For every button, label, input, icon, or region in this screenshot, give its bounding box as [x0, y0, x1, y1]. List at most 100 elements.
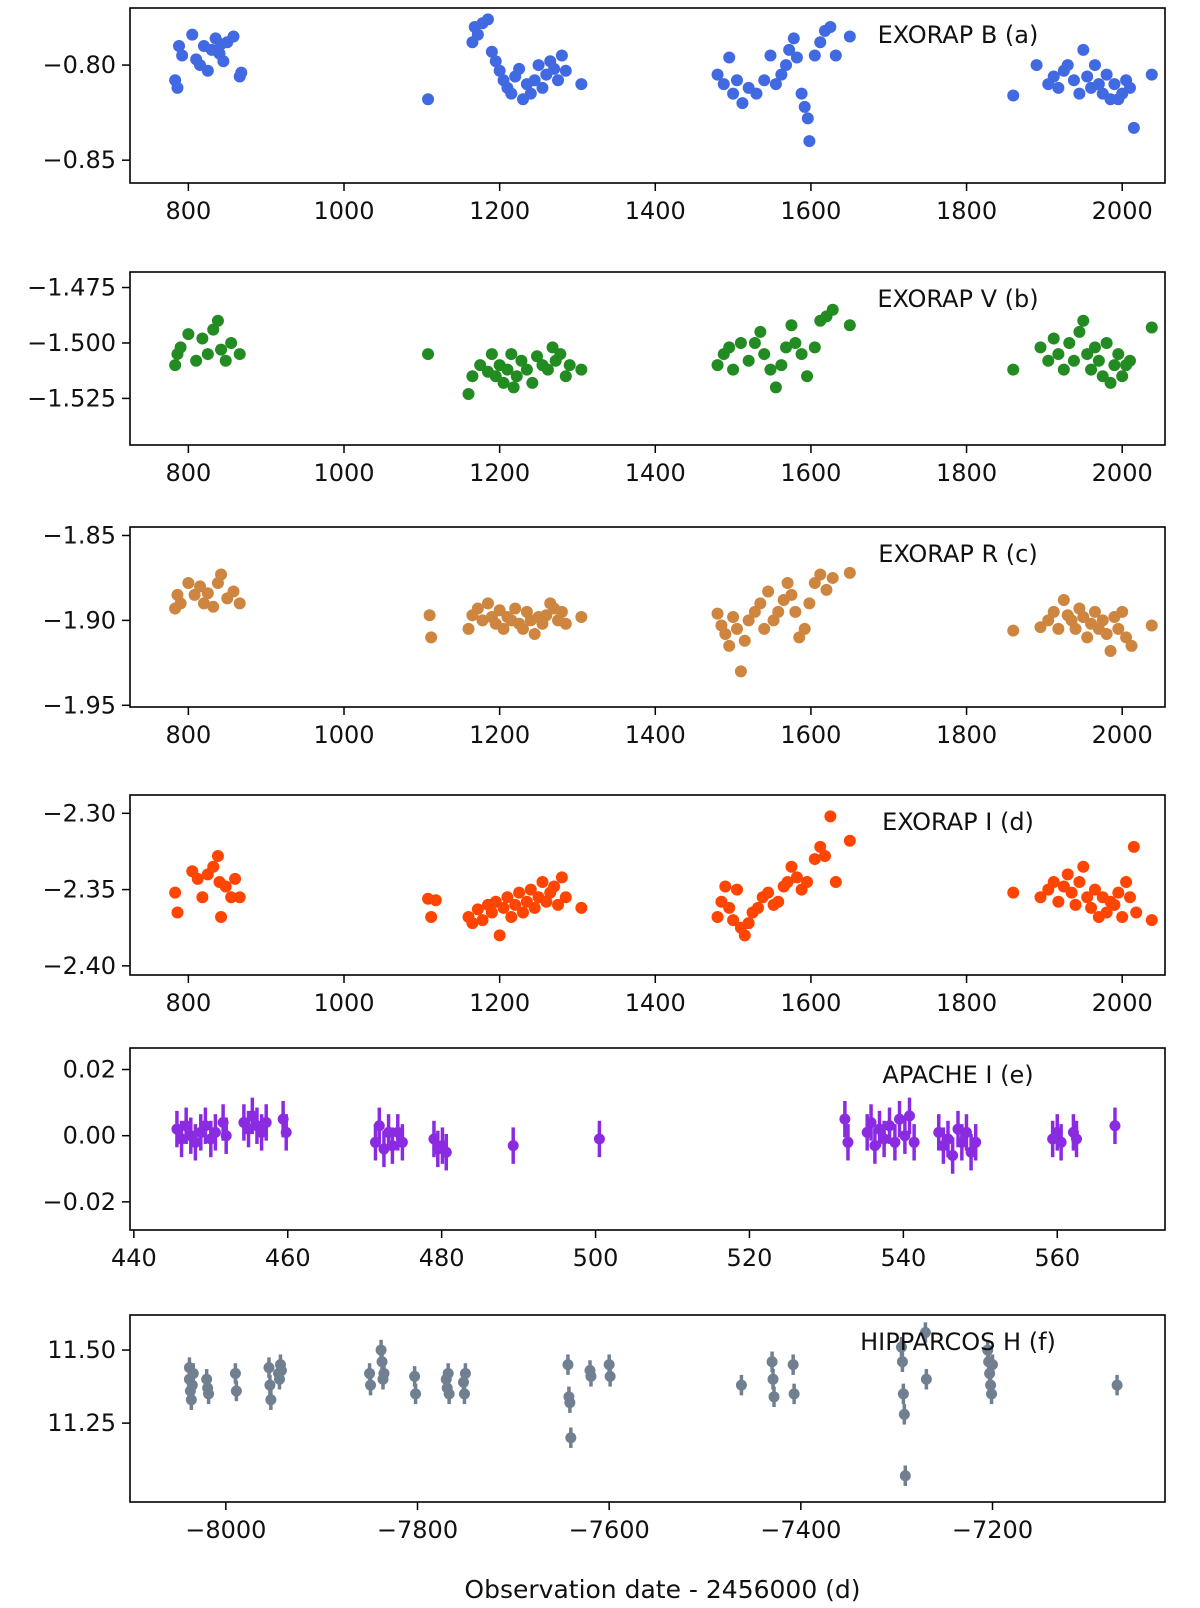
- data-point: [801, 112, 814, 125]
- y-tick-label: −1.500: [27, 329, 116, 357]
- data-point: [899, 1130, 911, 1142]
- data-point: [196, 891, 209, 904]
- data-point: [554, 348, 567, 361]
- data-point: [564, 1397, 576, 1409]
- data-point: [373, 1120, 385, 1132]
- data-point: [1077, 43, 1090, 56]
- data-point: [1047, 875, 1060, 888]
- data-point: [1034, 891, 1047, 904]
- data-point: [829, 875, 842, 888]
- x-tick-label: 800: [165, 197, 211, 225]
- data-point: [526, 376, 539, 389]
- x-tick-label: 520: [727, 1244, 773, 1272]
- data-point: [1081, 631, 1094, 644]
- data-point: [1047, 332, 1060, 345]
- data-point: [1069, 622, 1082, 635]
- x-tick-label: 1200: [469, 459, 530, 487]
- data-point: [1108, 78, 1121, 91]
- data-point: [364, 1367, 376, 1379]
- y-tick-label: 0.00: [63, 1122, 116, 1150]
- data-point: [1100, 68, 1113, 81]
- data-point: [798, 622, 811, 635]
- panel-title: EXORAP V (b): [877, 285, 1038, 313]
- data-point: [790, 51, 803, 64]
- data-point: [528, 74, 541, 87]
- data-point: [275, 1365, 287, 1377]
- data-point: [1088, 59, 1101, 72]
- data-points: [169, 810, 1158, 942]
- data-point: [552, 898, 565, 911]
- data-point: [466, 917, 479, 930]
- data-point: [735, 1379, 747, 1391]
- data-point: [265, 1394, 277, 1406]
- data-point: [260, 1116, 272, 1128]
- data-point: [235, 66, 248, 79]
- x-tick-label: 1800: [936, 459, 997, 487]
- data-point: [493, 64, 506, 77]
- data-point: [711, 359, 724, 372]
- data-point: [781, 875, 794, 888]
- data-point: [536, 81, 549, 94]
- data-point: [515, 354, 528, 367]
- data-point: [754, 597, 767, 610]
- x-tick-label: 480: [419, 1244, 465, 1272]
- data-point: [1047, 70, 1060, 83]
- data-point: [201, 587, 214, 600]
- data-point: [869, 1140, 881, 1152]
- data-point: [1057, 594, 1070, 607]
- data-point: [378, 1367, 390, 1379]
- x-tick-label: 2000: [1092, 721, 1153, 749]
- data-point: [1061, 59, 1074, 72]
- x-tick-label: −8000: [185, 1516, 266, 1544]
- data-point: [422, 348, 435, 361]
- data-point: [1123, 81, 1136, 94]
- data-point: [764, 363, 777, 376]
- data-point: [723, 51, 736, 64]
- y-tick-label: −0.80: [42, 51, 116, 79]
- x-tick-label: 1000: [313, 459, 374, 487]
- data-point: [723, 901, 736, 914]
- data-point: [1145, 619, 1158, 632]
- data-point: [409, 1370, 421, 1382]
- data-point: [824, 21, 837, 34]
- panel-6: −8000 −7800 −7600 −7400 −7200 11.50 11.25 HIPPA…: [47, 1314, 1166, 1604]
- data-point: [754, 325, 767, 338]
- data-point: [215, 911, 228, 924]
- data-point: [443, 1388, 455, 1400]
- data-point: [1073, 87, 1086, 100]
- data-point: [575, 611, 588, 623]
- y-tick-label: −2.35: [42, 876, 116, 904]
- x-tick-label: 1200: [469, 197, 530, 225]
- data-point: [513, 886, 526, 899]
- data-point: [225, 336, 238, 349]
- data-point: [787, 32, 800, 45]
- data-point: [1077, 611, 1090, 623]
- data-point: [524, 87, 537, 100]
- data-point: [738, 634, 751, 647]
- data-point: [1007, 624, 1020, 637]
- data-point: [365, 1379, 377, 1391]
- data-point: [814, 568, 827, 581]
- x-tick-label: 460: [265, 1244, 311, 1272]
- data-point: [758, 74, 771, 87]
- data-point: [970, 1136, 982, 1148]
- data-point: [520, 363, 533, 376]
- data-point: [727, 611, 740, 623]
- data-point: [899, 1470, 911, 1482]
- data-point: [422, 93, 435, 106]
- data-point: [536, 875, 549, 888]
- panel-title: EXORAP R (c): [878, 540, 1037, 568]
- data-point: [1100, 336, 1113, 349]
- data-point: [762, 886, 775, 899]
- x-tick-label: −7400: [760, 1516, 841, 1544]
- x-tick-label: 1200: [469, 989, 530, 1017]
- data-point: [843, 834, 856, 847]
- data-point: [814, 840, 827, 853]
- data-point: [734, 665, 747, 678]
- data-point: [1116, 605, 1129, 618]
- data-point: [758, 622, 771, 635]
- x-tick-label: 1600: [780, 721, 841, 749]
- data-point: [839, 1113, 851, 1125]
- data-point: [1052, 622, 1065, 635]
- data-point: [1052, 348, 1065, 361]
